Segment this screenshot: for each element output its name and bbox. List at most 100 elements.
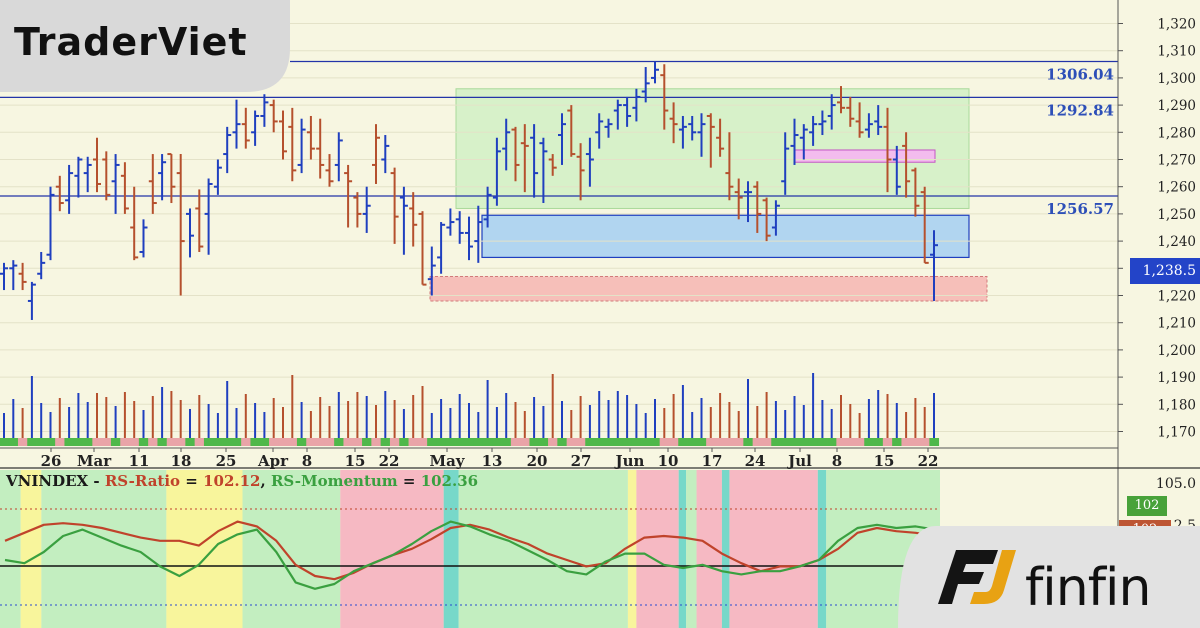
volume-band-cell [882, 438, 893, 446]
volume-band-cell [603, 438, 614, 446]
traderviet-logo-text: TraderViet [14, 20, 248, 64]
x-tick-label: Jun [614, 452, 645, 470]
ohlc-bar [306, 115, 315, 160]
ohlc-bar [846, 96, 855, 127]
ohlc-bar [446, 208, 455, 236]
indicator-band [242, 470, 341, 628]
ohlc-bar [418, 211, 427, 286]
x-tick-label: Jul [786, 452, 812, 470]
volume-band-cell [352, 438, 363, 446]
volume-band-cell [45, 438, 56, 446]
volume-band-cell [371, 438, 382, 446]
ohlc-bar [297, 118, 306, 174]
volume-band-cell [324, 438, 335, 446]
rs-ratio-label: RS-Ratio [104, 472, 181, 490]
volume-band-cell [520, 438, 530, 446]
indicator-band [817, 470, 827, 628]
ohlc-bar [585, 137, 594, 187]
ohlc-bar [158, 154, 167, 201]
indicator-band [0, 470, 21, 628]
rs-momentum-line [4, 520, 936, 590]
volume-band-cell [343, 438, 354, 446]
y-tick-label: 1,170 [1157, 425, 1196, 441]
volume-band-cell [482, 438, 493, 446]
volume-band-cell [929, 438, 940, 446]
ohlc-bar [167, 153, 176, 204]
ohlc-bar [269, 99, 278, 133]
ohlc-bar [437, 222, 446, 274]
indicator-band [41, 470, 167, 628]
x-tick-label: 22 [918, 452, 939, 470]
ohlc-bar [837, 86, 845, 114]
ohlc-bar [465, 216, 473, 261]
ohlc-bar [390, 167, 399, 244]
volume-band-cell [27, 438, 37, 446]
volume-band-cell [743, 438, 754, 446]
ohlc-bar [781, 132, 790, 195]
ohlc-bar [83, 156, 92, 193]
ohlc-bar [576, 143, 585, 201]
ohlc-bar [911, 167, 920, 217]
volume-band-cell [892, 438, 902, 446]
zone-0 [455, 88, 970, 209]
volume-band-cell [548, 438, 558, 446]
volume-band-cell [445, 438, 456, 446]
rs-ratio-value: 102.12 [203, 472, 261, 490]
volume-band-cell [585, 438, 595, 446]
ohlc-bar [139, 219, 148, 258]
x-tick-label: 22 [379, 452, 400, 470]
volume-band-cell [269, 438, 279, 446]
volume-band-cell [138, 438, 149, 446]
ohlc-bar [688, 115, 697, 141]
indicator-band [627, 470, 637, 628]
volume-band-cell [427, 438, 437, 446]
volume-band-cell [380, 438, 391, 446]
y-tick-label: 1,320 [1157, 17, 1196, 33]
ohlc-bar [9, 260, 18, 291]
ohlc-bar [316, 118, 325, 179]
volume-band-cell [901, 438, 912, 446]
y-tick-label: 1,250 [1157, 207, 1196, 223]
ohlc-bar [130, 186, 139, 261]
indicator-band [443, 470, 459, 628]
volume-band-cell [176, 438, 186, 446]
rs-momentum-label: RS-Momentum [270, 472, 398, 490]
volume-band-cell [492, 438, 502, 446]
ohlc-bar [809, 115, 818, 146]
ohlc-bar [223, 126, 232, 174]
ohlc-bar [567, 105, 576, 157]
ohlc-bar [251, 110, 260, 146]
ohlc-bar [195, 189, 204, 252]
y-tick-label: 1,220 [1157, 289, 1196, 305]
ohlc-bar [855, 102, 864, 138]
ohlc-bar [716, 118, 725, 157]
indicator-band [166, 470, 243, 628]
ohlc-bar [65, 164, 74, 214]
volume-band-cell [73, 438, 84, 446]
zone-2 [429, 275, 988, 302]
x-tick-label: May [429, 452, 465, 470]
x-tick-label: 8 [832, 452, 842, 470]
ohlc-bar [874, 105, 883, 136]
volume-band-cell [64, 438, 75, 446]
volume-band-cell [259, 438, 270, 446]
volume-band-cell [0, 438, 10, 446]
indicator-layer: 105.02.5 [0, 470, 1196, 628]
zone-1 [481, 214, 970, 259]
ohlc-bar [558, 113, 566, 165]
ohlc-bar [678, 115, 687, 149]
y-tick-label: 1,270 [1157, 153, 1196, 169]
volume-band-cell [110, 438, 121, 446]
volume-band-cell [120, 438, 130, 446]
volume-band-cell [185, 438, 196, 446]
volume-band-cell [873, 438, 884, 446]
volume-band-cell [148, 438, 158, 446]
ohlc-bar [660, 64, 669, 130]
volume-band-cell [296, 438, 307, 446]
x-tick-label: 15 [874, 452, 895, 470]
volume-band-cell [622, 438, 633, 446]
y-tick-label: 1,240 [1157, 234, 1196, 250]
ohlc-bar [232, 99, 241, 149]
volume-band-cell [566, 438, 577, 446]
ohlc-bar [325, 154, 334, 187]
